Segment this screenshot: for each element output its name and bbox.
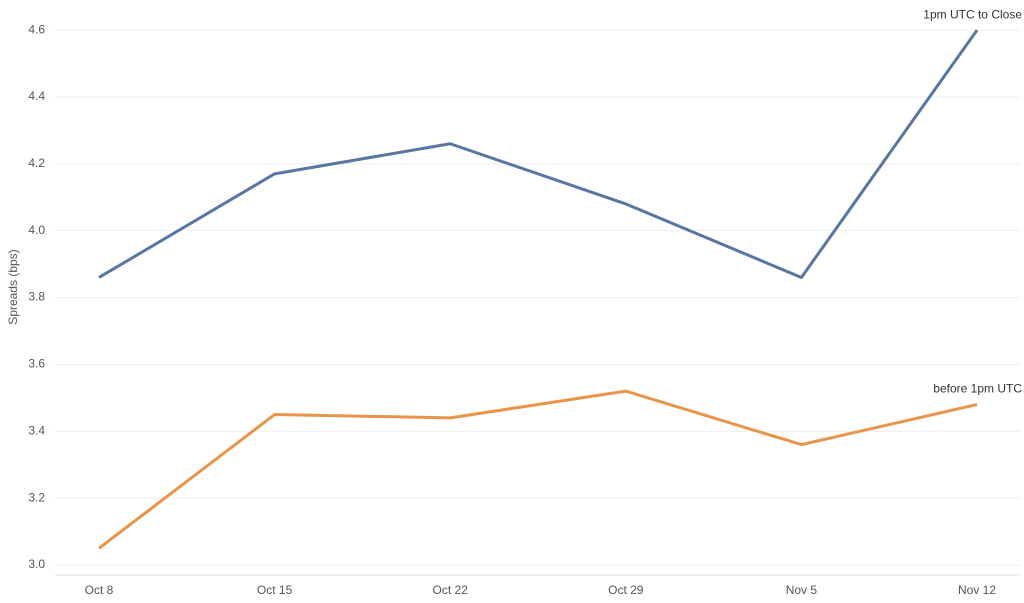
y-tick-label: 4.2	[28, 156, 45, 170]
x-tick-label: Oct 15	[257, 583, 293, 597]
series-label: before 1pm UTC	[933, 382, 1022, 396]
y-tick-label: 4.4	[28, 89, 45, 103]
x-tick-label: Nov 12	[958, 583, 996, 597]
y-tick-label: 3.2	[28, 490, 45, 504]
series-line	[98, 389, 978, 550]
series-line	[98, 29, 979, 279]
y-tick-label: 4.6	[28, 22, 45, 36]
y-tick-label: 4.0	[28, 223, 45, 237]
y-axis-label: Spreads (bps)	[6, 249, 20, 324]
x-tick-label: Oct 8	[85, 583, 114, 597]
x-tick-label: Nov 5	[786, 583, 818, 597]
y-tick-label: 3.6	[28, 357, 45, 371]
y-tick-label: 3.8	[28, 290, 45, 304]
x-tick-label: Oct 29	[608, 583, 644, 597]
series-label: 1pm UTC to Close	[923, 7, 1022, 21]
y-tick-label: 3.0	[28, 557, 45, 571]
y-tick-label: 3.4	[28, 423, 45, 437]
x-tick-label: Oct 22	[433, 583, 469, 597]
